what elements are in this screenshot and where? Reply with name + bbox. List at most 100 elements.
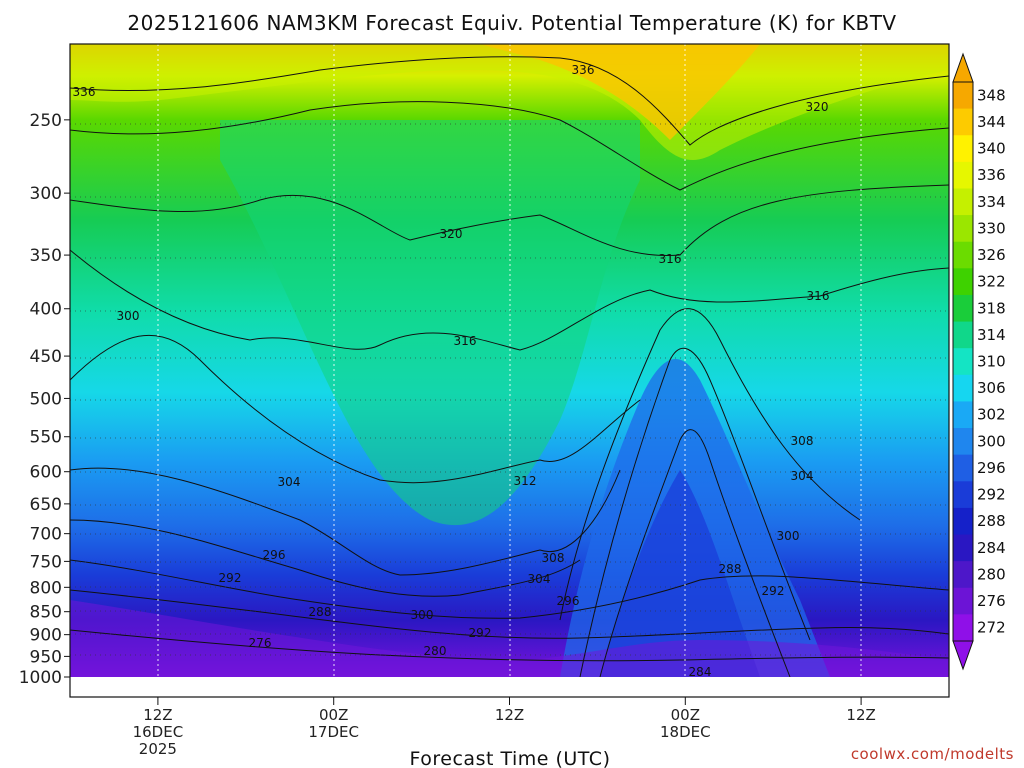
- colorbar-label: 330: [977, 219, 1006, 237]
- contour-line: [579, 348, 811, 677]
- x-axis-label: Forecast Time (UTC): [410, 748, 611, 768]
- terrain-strip: [70, 677, 949, 697]
- contour-line: [70, 334, 641, 484]
- colorbar-swatch: [953, 108, 973, 136]
- colorbar-swatch: [953, 135, 973, 163]
- colorbar-top-arrow: [952, 52, 974, 83]
- contour-label: 288: [309, 605, 332, 619]
- contour-line: [70, 56, 949, 146]
- colorbar-label: 334: [977, 193, 1006, 211]
- colorbar-swatch: [953, 268, 973, 296]
- contour-label: 308: [791, 434, 814, 448]
- chart-title: 2025121606 NAM3KM Forecast Equiv. Potent…: [127, 11, 896, 35]
- colorbar-swatch: [953, 401, 973, 429]
- x-tick-label: 12Z: [495, 706, 524, 724]
- y-tick-label: 850: [30, 603, 62, 623]
- contour-label: 312: [514, 474, 537, 488]
- y-tick-label: 250: [30, 111, 62, 131]
- contour-label: 336: [73, 85, 96, 99]
- upper-hot-region: [480, 44, 760, 140]
- credit-text: coolwx.com/modelts: [851, 745, 1014, 763]
- colorbar-label: 292: [977, 486, 1006, 504]
- colorbar-swatch: [953, 241, 973, 269]
- colorbar-swatch: [953, 454, 973, 482]
- contour-label: 336: [572, 63, 595, 77]
- contour-label: 292: [469, 626, 492, 640]
- y-tick-label: 700: [30, 525, 62, 545]
- y-tick-label: 550: [30, 428, 62, 448]
- contour-label: 316: [659, 252, 682, 266]
- colorbar-label: 300: [977, 432, 1006, 450]
- y-tick-label: 400: [30, 300, 62, 320]
- contour-line: [599, 429, 791, 677]
- colorbar-label: 326: [977, 246, 1006, 264]
- contour-label: 300: [777, 529, 800, 543]
- contour-label: 308: [542, 551, 565, 565]
- x-tick-label: 12Z: [846, 706, 875, 724]
- colorbar-swatch: [953, 161, 973, 189]
- colorbar-label: 302: [977, 406, 1006, 424]
- y-tick-label: 1000: [19, 668, 62, 688]
- y-tick-label: 300: [30, 184, 62, 204]
- colorbar-label: 336: [977, 166, 1006, 184]
- colorbar-swatch: [953, 614, 973, 642]
- x-tick-label: 12Z: [143, 706, 172, 724]
- contour-line: [70, 589, 949, 639]
- colorbar-swatch: [953, 348, 973, 376]
- x-tick-label: 2025: [139, 740, 177, 758]
- contour-label: 296: [557, 594, 580, 608]
- colorbar-swatch: [953, 82, 973, 110]
- contour-line: [70, 519, 581, 597]
- colorbar-swatch: [953, 321, 973, 349]
- colorbar-swatch: [953, 507, 973, 536]
- y-tick-label: 800: [30, 578, 62, 598]
- surface-cold-layer: [70, 600, 949, 677]
- colorbar-swatch: [953, 561, 973, 589]
- contour-label: 300: [117, 309, 140, 323]
- colorbar-swatch: [953, 481, 973, 509]
- y-tick-label: 600: [30, 463, 62, 483]
- contour-label: 300: [411, 608, 434, 622]
- contour-line: [70, 101, 949, 191]
- x-tick-label: 18DEC: [660, 723, 711, 741]
- y-tick-label: 500: [30, 389, 62, 409]
- y-tick-label: 650: [30, 495, 62, 515]
- x-tick-label: 00Z: [319, 706, 348, 724]
- contour-line: [70, 629, 949, 662]
- colorbar-frame: [952, 81, 974, 642]
- warm-dip: [220, 120, 640, 526]
- contour-label: 284: [689, 665, 712, 679]
- colorbar-label: 340: [977, 140, 1006, 158]
- contour-line: [70, 184, 949, 257]
- colorbar-label: 276: [977, 592, 1006, 610]
- contour-label: 316: [807, 289, 830, 303]
- x-tick-label: 17DEC: [308, 723, 359, 741]
- colorbar-swatch: [953, 294, 973, 323]
- colorbar-swatch: [953, 215, 973, 243]
- colorbar-label: 310: [977, 353, 1006, 371]
- y-tick-label: 450: [30, 347, 62, 367]
- contour-label: 304: [791, 469, 814, 483]
- colorbar-label: 288: [977, 512, 1006, 530]
- colorbar-label: 296: [977, 459, 1006, 477]
- colorbar-label: 348: [977, 86, 1006, 104]
- contour-label: 316: [454, 334, 477, 348]
- contour-line: [70, 467, 621, 576]
- y-tick-label: 750: [30, 552, 62, 572]
- x-tick-label: 16DEC: [133, 723, 184, 741]
- y-tick-label: 950: [30, 647, 62, 667]
- colorbar-label: 322: [977, 273, 1006, 291]
- colorbar-label: 318: [977, 299, 1006, 317]
- colorbar-swatch: [953, 188, 973, 216]
- cold-core: [600, 470, 760, 677]
- x-tick-label: 00Z: [671, 706, 700, 724]
- contour-label: 320: [806, 100, 829, 114]
- colorbar-label: 284: [977, 539, 1006, 557]
- y-tick-label: 350: [30, 246, 62, 266]
- contour-label: 288: [719, 562, 742, 576]
- colorbar-label: 314: [977, 326, 1006, 344]
- colorbar-label: 272: [977, 619, 1006, 637]
- colorbar-swatch: [953, 534, 973, 562]
- colorbar: 348 344 340 336 334 330 326 322 318 314 310 306 302 3…: [952, 52, 1006, 671]
